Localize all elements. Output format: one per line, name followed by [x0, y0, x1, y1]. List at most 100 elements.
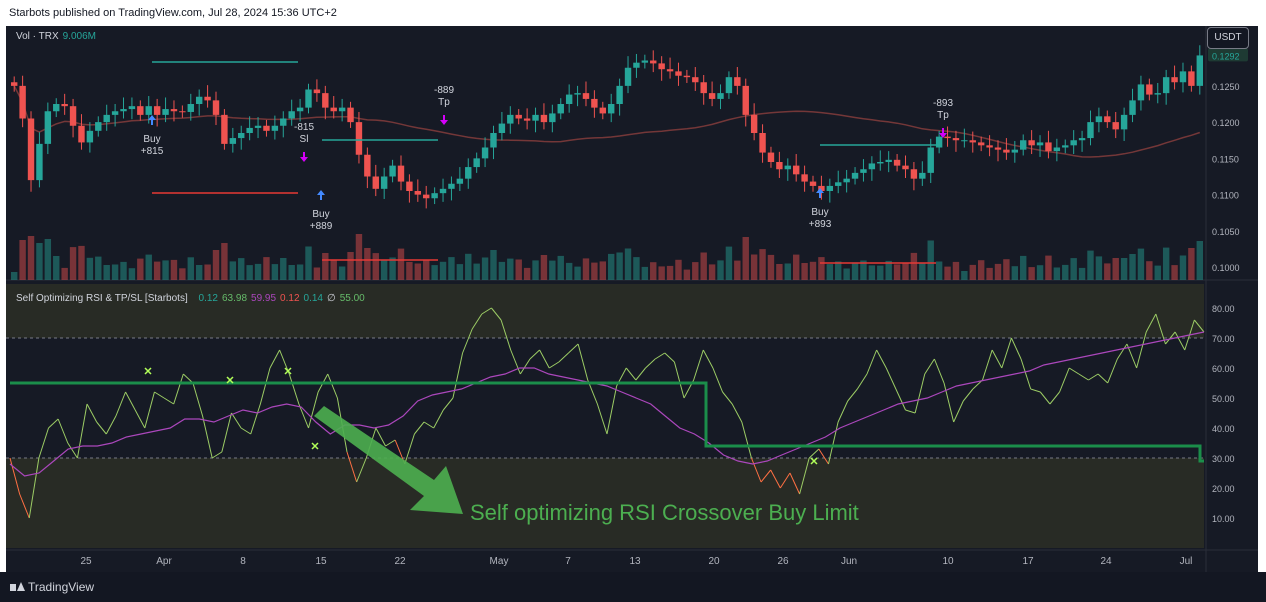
volume-bar — [288, 265, 295, 280]
volume-bar — [1129, 254, 1136, 280]
tradingview-logo-icon — [10, 582, 25, 592]
time-tick-label: 17 — [1022, 556, 1034, 567]
candle-body — [1045, 142, 1052, 152]
rsi-line-segment — [1145, 313, 1157, 333]
candle-body — [103, 114, 110, 123]
volume-bar — [784, 263, 791, 280]
sell-arrow-icon — [300, 152, 308, 162]
candle-body — [246, 127, 253, 133]
candle-body — [423, 194, 430, 199]
volume-bar — [322, 253, 329, 280]
candle-body — [338, 107, 346, 112]
volume-bar — [809, 261, 817, 280]
volume-bar — [1162, 247, 1170, 280]
last-price-tag — [1208, 48, 1248, 62]
candle-body — [1087, 122, 1094, 139]
tradingview-logo[interactable]: TradingView — [10, 580, 94, 594]
rsi-line-segment — [1088, 373, 1099, 381]
time-tick-label: Apr — [156, 556, 172, 567]
rsi-line-segment — [57, 418, 69, 444]
volume-bar — [1003, 259, 1010, 280]
candle-body — [120, 109, 127, 112]
indicator-value: 0.12 — [280, 293, 300, 304]
rsi-line-segment — [375, 427, 386, 447]
volume-bar — [759, 249, 766, 280]
volume-bar — [296, 264, 304, 280]
volume-bar — [19, 240, 26, 280]
volume-bar — [11, 272, 18, 280]
volume-bar — [1171, 265, 1178, 280]
candle-body — [137, 106, 144, 115]
rsi-signal-line — [9, 331, 1205, 477]
rsi-line-segment — [1001, 337, 1012, 369]
indicator-tick-label: 80.00 — [1212, 304, 1235, 314]
candle-body — [843, 178, 850, 183]
volume-bar — [877, 265, 884, 280]
candle-body — [1062, 145, 1069, 148]
crossover-marker-icon — [284, 367, 292, 375]
candle-body — [187, 104, 194, 112]
indicator-value: 55.00 — [339, 293, 365, 304]
time-tick-label: 24 — [1100, 556, 1112, 567]
volume-bar — [792, 254, 800, 280]
rsi-line-segment — [115, 391, 127, 417]
candle-body — [893, 159, 901, 166]
rsi-line-segment — [799, 457, 810, 495]
candle-body — [818, 185, 825, 191]
volume-bar — [994, 263, 1002, 280]
candle-body — [523, 118, 531, 121]
time-tick-label: 7 — [565, 556, 571, 567]
volume-bar — [692, 262, 699, 280]
candle-body — [229, 138, 237, 144]
candle-body — [397, 165, 405, 182]
rsi-line-segment — [481, 307, 492, 315]
rsi-line-segment — [346, 451, 358, 483]
volume-bar — [380, 260, 388, 280]
rsi-line-segment — [211, 451, 223, 459]
rsi-line-segment — [731, 403, 743, 423]
rsi-line-segment — [462, 328, 473, 354]
volume-bar — [742, 237, 749, 280]
volume-bar — [137, 258, 144, 280]
candle-body — [145, 106, 152, 115]
volume-bar — [86, 257, 94, 280]
candle-body — [372, 176, 379, 189]
candle-body — [11, 82, 18, 86]
candle-body — [1129, 100, 1136, 115]
candle-body — [162, 109, 169, 115]
tradingview-brand: TradingView — [28, 580, 95, 594]
candle-body — [1196, 55, 1203, 86]
chart-area[interactable]: 0.1292 0.1250 0.1200 0.1150 0.1100 0.1050 0.10… — [6, 26, 1258, 572]
rsi-line-segment — [48, 418, 59, 429]
rsi-line-segment — [221, 412, 232, 453]
volume-bar — [776, 264, 783, 280]
volume-bar — [1028, 267, 1035, 280]
signal-value: +815 — [141, 146, 164, 157]
volume-bar — [473, 263, 480, 280]
chart-canvas[interactable]: 0.1292 0.1250 0.1200 0.1150 0.1100 0.1050 0.10… — [6, 26, 1258, 572]
rsi-line-segment — [1049, 391, 1060, 405]
sell-arrow-icon — [440, 115, 448, 125]
time-tick-label: Jun — [841, 556, 857, 567]
volume-bar — [187, 257, 194, 280]
candle-body — [650, 60, 657, 64]
volume-bar — [523, 267, 531, 280]
rsi-line-segment — [414, 421, 425, 435]
volume-bar — [145, 254, 152, 280]
volume-bar — [456, 264, 464, 280]
rsi-line-segment — [1107, 358, 1118, 384]
candle-body — [507, 114, 514, 124]
volume-bar — [254, 263, 262, 280]
signal-value: -815 — [294, 122, 314, 133]
candle-body — [1036, 142, 1044, 146]
rsi-line-segment — [240, 427, 251, 435]
candle-body — [860, 169, 867, 173]
rsi-line-segment — [789, 472, 801, 495]
indicator-value: 0.14 — [303, 293, 323, 304]
volume-bar — [574, 266, 581, 280]
volume-bar — [843, 268, 850, 280]
price-tick-label: 0.1150 — [1212, 154, 1239, 164]
currency-badge[interactable]: USDT — [1207, 27, 1249, 49]
rsi-line-segment — [596, 403, 608, 435]
crossover-marker-icon — [311, 442, 319, 450]
